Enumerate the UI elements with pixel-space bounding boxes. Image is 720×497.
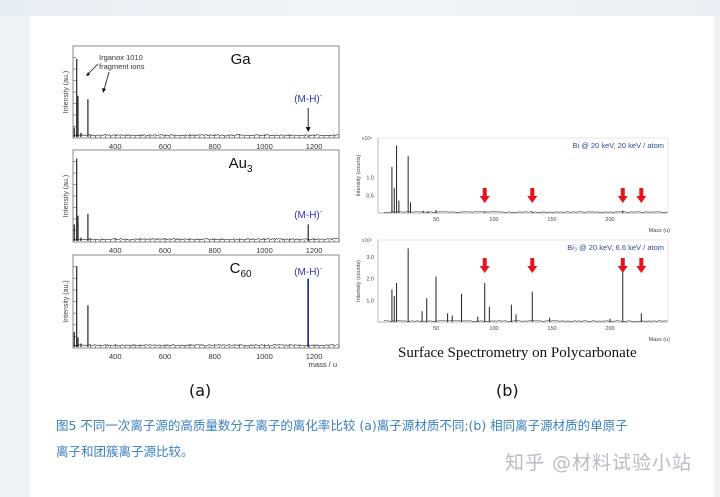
svg-text:100: 100 xyxy=(489,217,498,223)
svg-text:150: 150 xyxy=(547,217,556,223)
svg-text:100: 100 xyxy=(489,326,498,332)
svg-text:1.0: 1.0 xyxy=(366,176,374,182)
svg-text:Mass (u): Mass (u) xyxy=(649,337,671,343)
svg-text:800: 800 xyxy=(208,352,221,361)
chart-title: Bi₃ @ 20 keV, 6.6 keV / atom xyxy=(567,243,664,252)
svg-text:x10³: x10³ xyxy=(362,238,372,244)
y-axis-label: Intensity (au.) xyxy=(63,71,70,113)
watermark: 知乎 @材料试验小站 xyxy=(505,448,692,475)
y-axis-label: Intensity (au.) xyxy=(63,280,70,322)
red-arrow-icon xyxy=(527,188,537,203)
svg-text:0.5: 0.5 xyxy=(366,193,374,199)
svg-text:mass / u: mass / u xyxy=(309,360,337,369)
red-arrow-icon xyxy=(618,188,628,203)
mh-annotation: (M-H)- xyxy=(294,93,323,105)
panel-b-label: (b) xyxy=(496,381,519,400)
svg-text:1.0: 1.0 xyxy=(366,298,374,304)
svg-text:400: 400 xyxy=(109,246,122,255)
svg-text:200: 200 xyxy=(605,217,614,223)
panel-b-title: Surface Spectrometry on Polycarbonate xyxy=(398,345,637,362)
svg-text:600: 600 xyxy=(159,352,172,361)
y-axis-label: Intensity (counts) xyxy=(356,154,362,196)
svg-text:1000: 1000 xyxy=(256,246,273,255)
svg-text:50: 50 xyxy=(433,326,439,332)
svg-text:Mass (u): Mass (u) xyxy=(649,228,671,234)
mh-annotation: (M-H)- xyxy=(294,266,323,278)
svg-text:150: 150 xyxy=(547,326,556,332)
svg-text:fragment ions: fragment ions xyxy=(99,62,145,71)
red-arrow-icon xyxy=(636,188,646,203)
red-arrow-icon xyxy=(636,258,646,273)
chart-title: Bi @ 20 keV, 20 keV / atom xyxy=(572,141,664,150)
red-arrow-icon xyxy=(480,258,490,273)
y-axis-label: Intensity (counts) xyxy=(356,260,362,302)
chart-title: Ga xyxy=(231,51,252,68)
mh-annotation: (M-H)- xyxy=(294,209,323,221)
red-arrow-icon xyxy=(618,258,628,273)
chart-b-1: x10⁵ Intensity (counts) 0.5 1.0 50 100 150 200 M… xyxy=(350,138,690,243)
svg-text:50: 50 xyxy=(433,217,439,223)
y-axis-label: Intensity (au.) xyxy=(63,175,70,217)
svg-text:1000: 1000 xyxy=(256,352,273,361)
svg-text:400: 400 xyxy=(109,352,122,361)
panel-a-label: (a) xyxy=(189,381,211,400)
svg-text:800: 800 xyxy=(208,246,221,255)
svg-text:2.0: 2.0 xyxy=(366,277,374,283)
red-arrow-icon xyxy=(480,188,490,203)
svg-text:3.0: 3.0 xyxy=(366,255,374,261)
svg-text:200: 200 xyxy=(605,326,614,332)
chart-a-2: Intensity (au.)400 600 800 1000 1200Au3(M-H)… xyxy=(58,150,348,272)
red-arrow-icon xyxy=(527,258,537,273)
svg-text:x10⁵: x10⁵ xyxy=(362,136,372,142)
svg-text:600: 600 xyxy=(159,246,172,255)
chart-b-2: x10³ Intensity (counts) 1.0 2.0 3.0 50 100 150 2… xyxy=(350,240,690,352)
svg-text:1200: 1200 xyxy=(306,246,323,255)
caption-line-1: 图5 不同一次离子源的高质量数分子离子的离化率比较 (a)离子源材质不同;(b)… xyxy=(56,413,696,439)
chart-a-3: Intensity (au.)400 600 800 1000 1200C60 (M-H)… xyxy=(58,255,348,378)
svg-text:Irganox 1010: Irganox 1010 xyxy=(99,53,143,62)
top-band xyxy=(0,0,720,16)
